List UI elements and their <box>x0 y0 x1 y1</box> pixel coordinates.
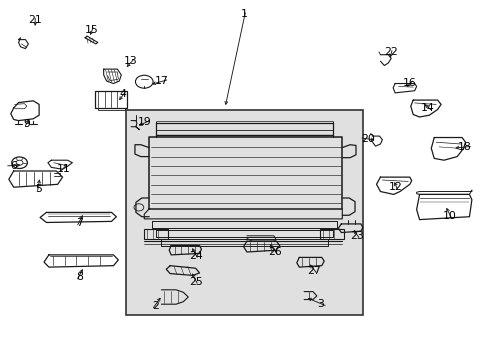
Bar <box>126 110 362 315</box>
Text: 1: 1 <box>241 9 247 19</box>
Text: 3: 3 <box>316 299 323 309</box>
Text: 19: 19 <box>137 117 151 127</box>
Text: 14: 14 <box>420 103 434 113</box>
Text: 13: 13 <box>124 56 138 66</box>
Text: 9: 9 <box>23 119 30 129</box>
Bar <box>320 229 343 239</box>
Text: 10: 10 <box>442 211 456 221</box>
Text: 25: 25 <box>188 276 202 287</box>
Text: 20: 20 <box>360 134 374 144</box>
Text: 16: 16 <box>402 78 416 88</box>
Text: 4: 4 <box>120 89 126 99</box>
Text: 24: 24 <box>188 251 202 261</box>
Text: 23: 23 <box>349 231 363 241</box>
Text: 11: 11 <box>57 164 70 174</box>
Bar <box>98 108 124 110</box>
Bar <box>95 91 127 108</box>
Text: 12: 12 <box>388 182 402 192</box>
Text: 17: 17 <box>154 76 168 86</box>
Text: 22: 22 <box>384 47 397 57</box>
Text: 6: 6 <box>10 161 17 171</box>
Text: 18: 18 <box>457 142 470 152</box>
Text: 26: 26 <box>267 247 281 257</box>
Text: 5: 5 <box>35 184 41 194</box>
Text: 27: 27 <box>306 266 320 276</box>
Text: 2: 2 <box>152 301 159 311</box>
Bar <box>144 229 167 239</box>
Text: 8: 8 <box>76 272 82 282</box>
Text: 21: 21 <box>28 15 42 25</box>
Text: 15: 15 <box>85 24 99 35</box>
Text: 7: 7 <box>76 218 82 228</box>
